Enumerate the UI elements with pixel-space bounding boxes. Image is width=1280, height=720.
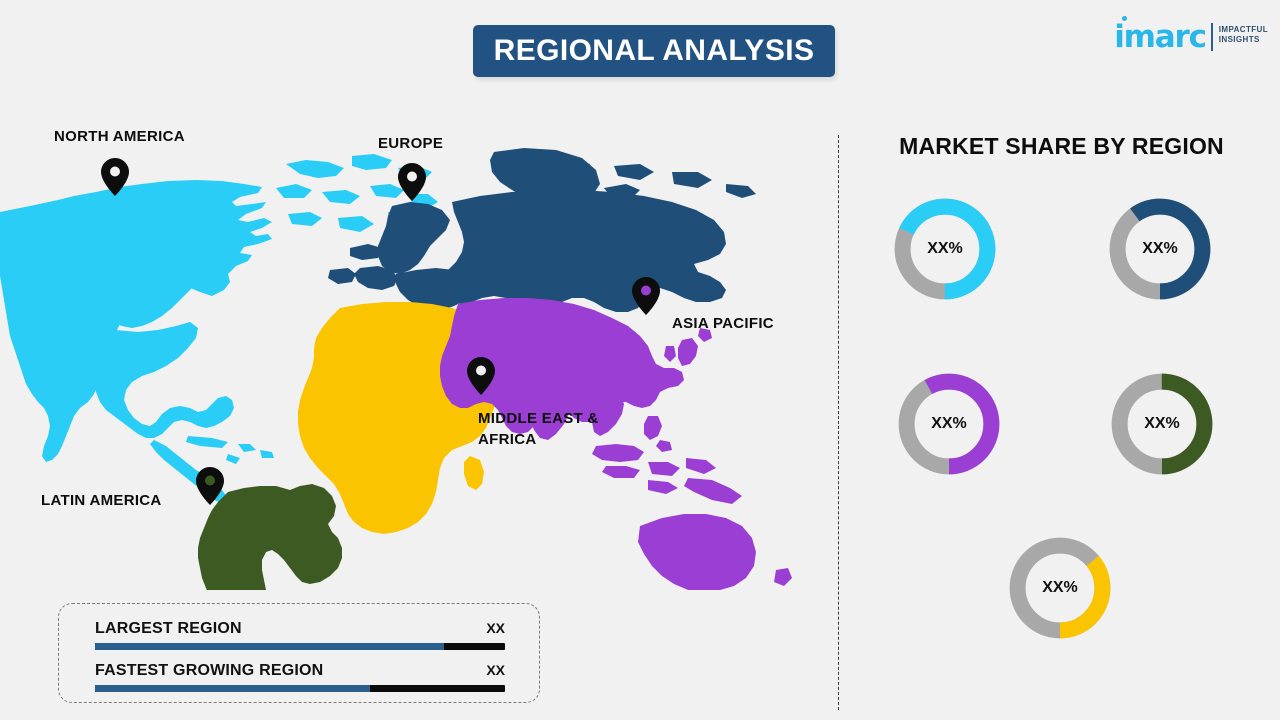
donut-svg — [894, 198, 996, 300]
donut-value-label: XX% — [927, 240, 963, 257]
donut-svg — [1111, 373, 1213, 475]
region-legend-box: LARGEST REGION XX FASTEST GROWING REGION… — [58, 603, 540, 703]
map-pin-europe-icon[interactable] — [398, 163, 426, 201]
donut-value-label: XX% — [931, 415, 967, 432]
legend-label: LARGEST REGION — [95, 620, 242, 637]
logo-wordmark-wrap: imarc — [1114, 16, 1207, 55]
legend-progress-track — [95, 685, 505, 692]
legend-progress-fill — [95, 643, 444, 650]
donut-value-arc — [1009, 537, 1111, 639]
donut-value-arc — [1109, 198, 1211, 300]
legend-row-header: FASTEST GROWING REGION XX — [95, 662, 505, 680]
logo-tagline-line1: IMPACTFUL — [1218, 25, 1268, 34]
map-region-north-america[interactable] — [0, 154, 438, 504]
donut-chart-north-america[interactable]: XX% — [889, 193, 1001, 305]
logo-tagline: IMPACTFUL INSIGHTS — [1219, 25, 1268, 45]
logo-dot-icon — [1122, 16, 1128, 21]
donut-svg — [1109, 198, 1211, 300]
donut-svg — [1009, 537, 1111, 639]
donut-value-arc — [894, 198, 996, 300]
donut-value-label: XX% — [1042, 579, 1078, 596]
map-label-north-america: NORTH AMERICA — [54, 128, 185, 145]
map-label-latin-america: LATIN AMERICA — [41, 492, 162, 509]
donut-chart-europe[interactable]: XX% — [1104, 193, 1216, 305]
page-title-bar: REGIONAL ANALYSIS — [473, 25, 835, 77]
map-label-middle-east-africa: MIDDLE EAST & AFRICA — [478, 410, 599, 448]
world-map-svg — [0, 148, 796, 590]
legend-row-largest-region: LARGEST REGION XX — [95, 620, 505, 650]
logo-tagline-line2: INSIGHTS — [1218, 35, 1260, 44]
legend-label: FASTEST GROWING REGION — [95, 662, 324, 679]
world-map — [0, 140, 810, 590]
donut-value-label: XX% — [1142, 240, 1178, 257]
map-region-latin-america[interactable] — [198, 484, 342, 590]
legend-row-fastest-growing-region: FASTEST GROWING REGION XX — [95, 662, 505, 692]
donut-svg — [898, 373, 1000, 475]
logo-divider — [1210, 23, 1213, 51]
map-region-asia-pacific[interactable] — [440, 298, 796, 590]
page-title: REGIONAL ANALYSIS — [493, 34, 815, 67]
donut-chart-middle-east-africa[interactable]: XX% — [1004, 532, 1116, 644]
legend-progress-track — [95, 643, 505, 650]
donut-value-label: XX% — [1144, 415, 1180, 432]
donut-chart-latin-america[interactable]: XX% — [1106, 368, 1218, 480]
legend-row-header: LARGEST REGION XX — [95, 620, 505, 638]
donut-value-arc — [1111, 373, 1213, 475]
donut-chart-asia-pacific[interactable]: XX% — [893, 368, 1005, 480]
market-share-title: MARKET SHARE BY REGION — [899, 133, 1224, 159]
legend-value: XX — [486, 620, 505, 636]
map-pin-north-america-icon[interactable] — [101, 158, 129, 196]
map-pin-middle-east-africa-icon[interactable] — [467, 357, 495, 395]
section-divider — [838, 135, 839, 710]
map-pin-asia-pacific-icon[interactable] — [632, 277, 660, 315]
map-region-europe[interactable] — [328, 148, 756, 312]
map-label-europe: EUROPE — [378, 135, 444, 152]
map-pin-latin-america-icon[interactable] — [196, 467, 224, 505]
imarc-logo: imarc IMPACTFUL INSIGHTS — [1114, 16, 1268, 55]
map-label-asia-pacific: ASIA PACIFIC — [672, 315, 774, 332]
donut-value-arc — [898, 373, 1000, 475]
logo-wordmark: imarc — [1114, 19, 1207, 55]
legend-value: XX — [486, 662, 505, 678]
legend-progress-fill — [95, 685, 370, 692]
